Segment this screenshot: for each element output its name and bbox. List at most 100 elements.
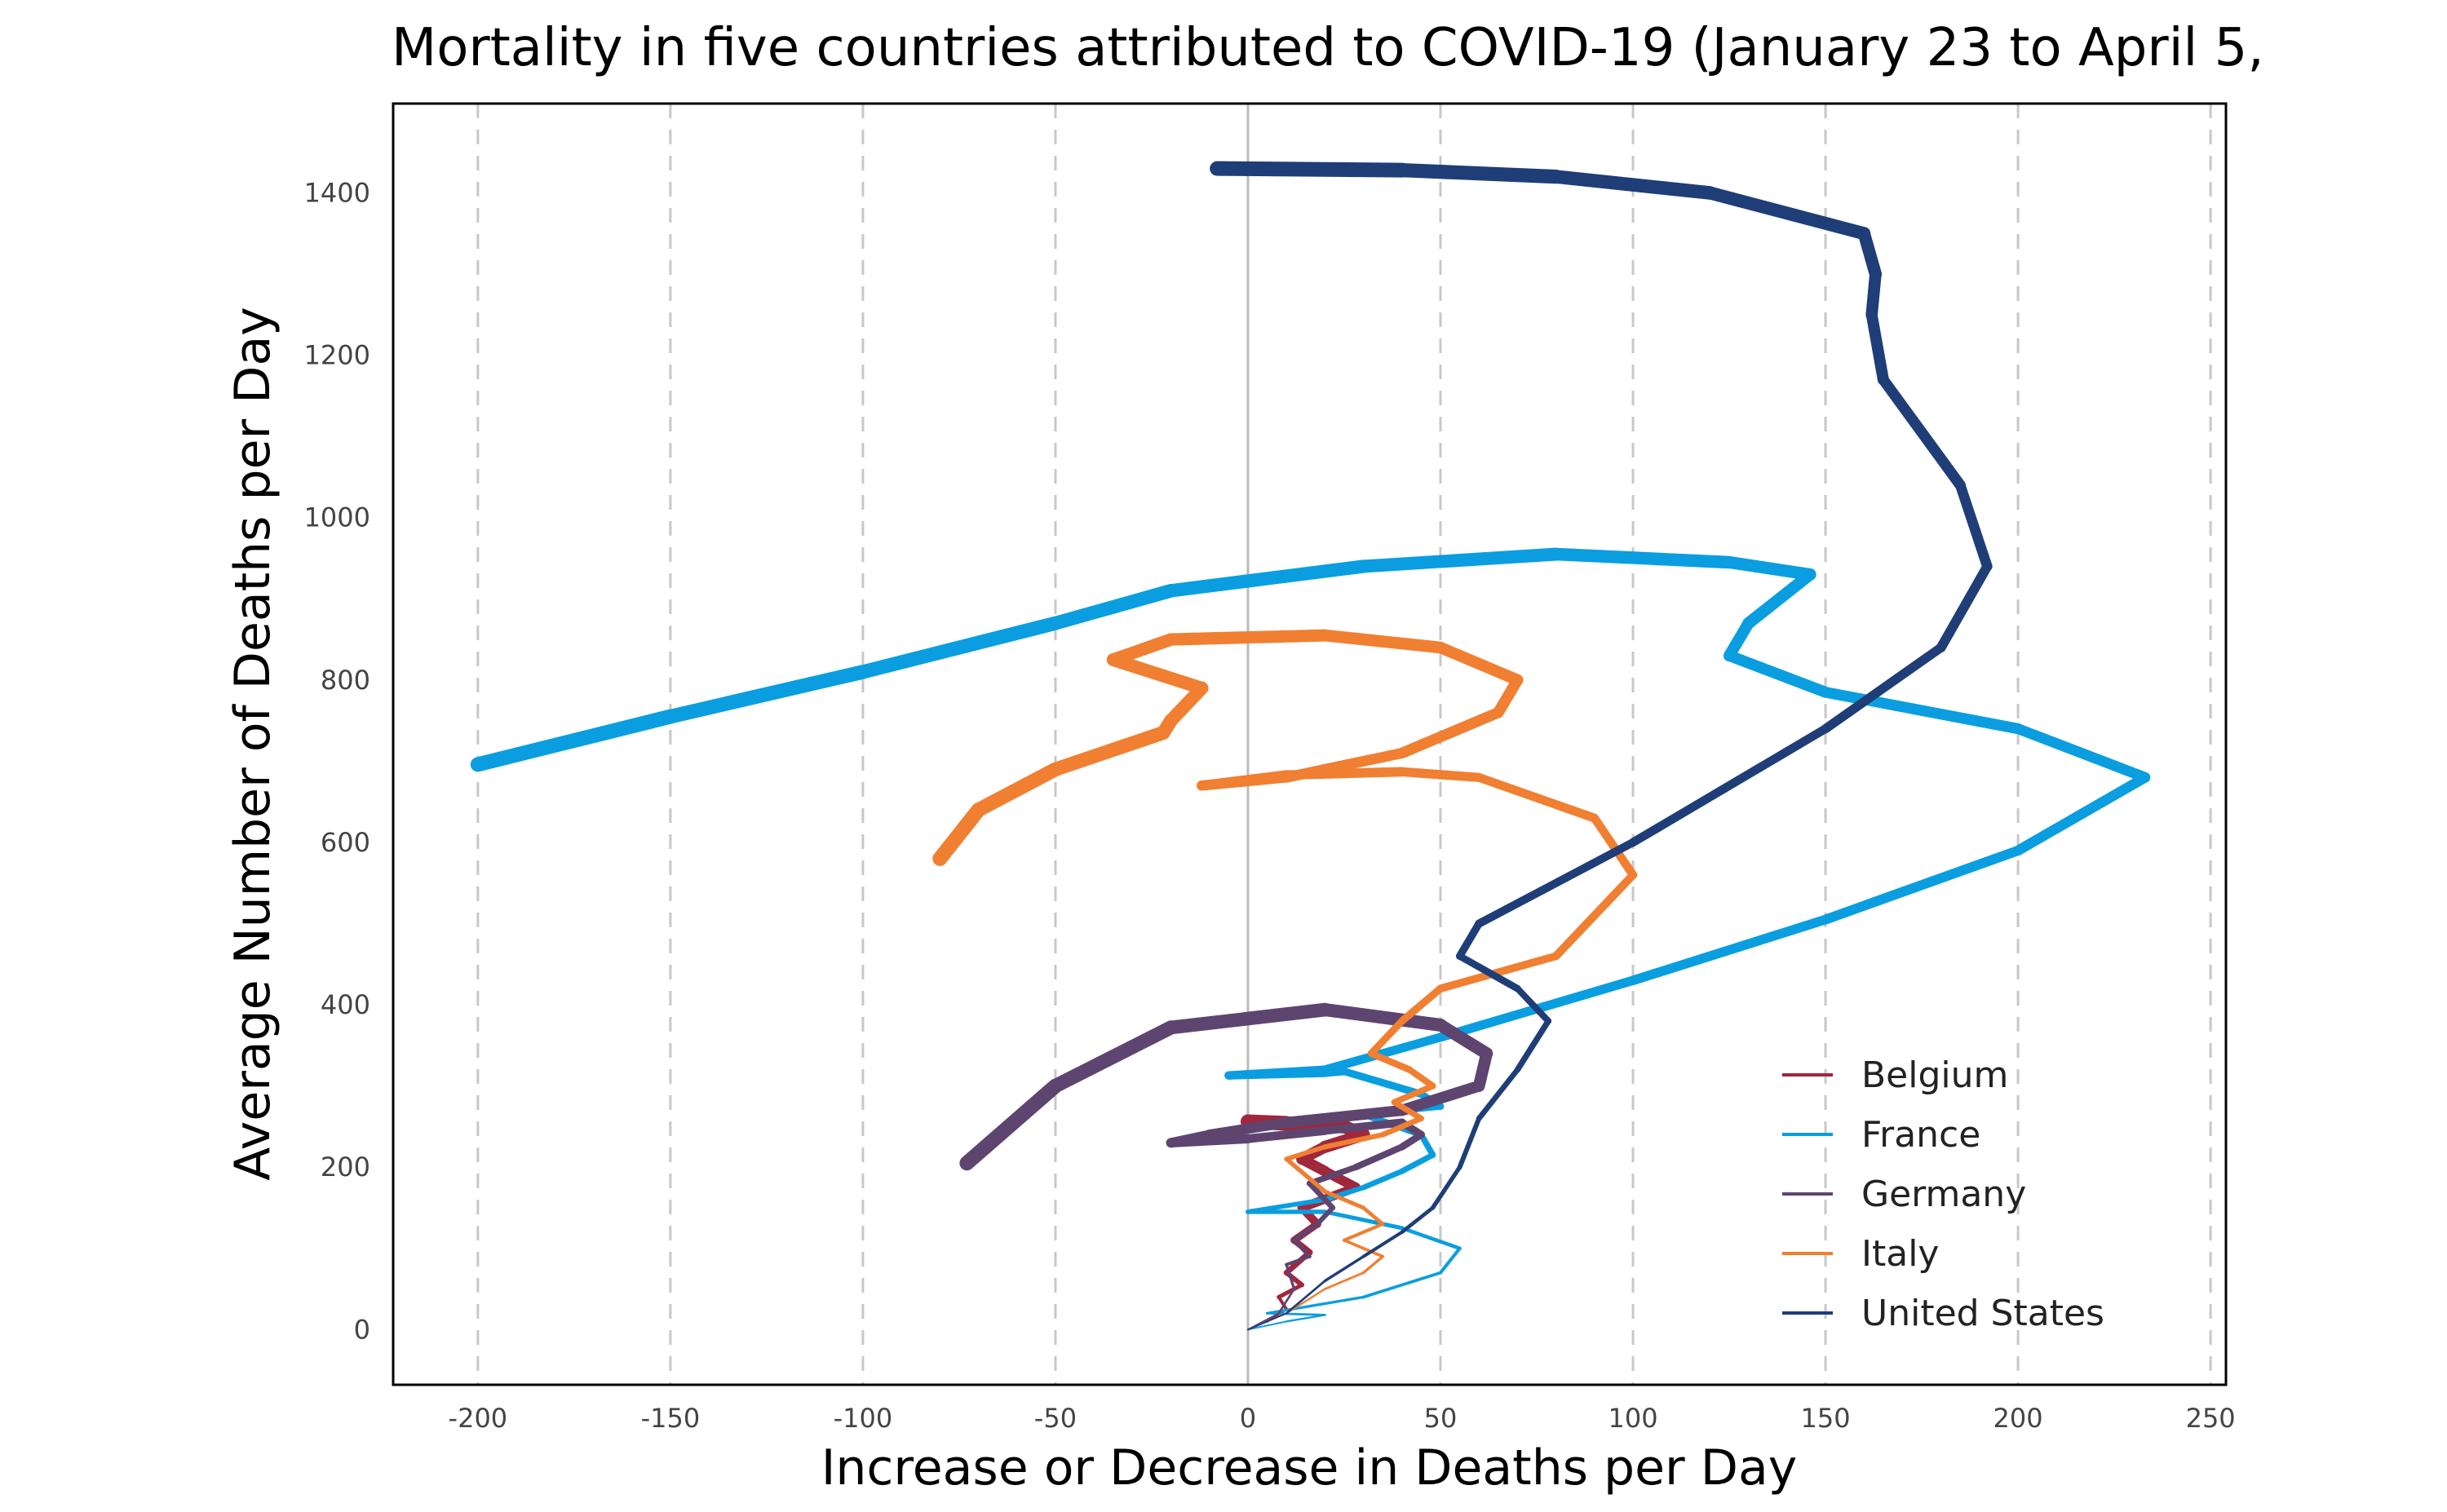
y-tick-label: 400: [321, 989, 370, 1020]
y-axis-label: Average Number of Deaths per Day: [224, 307, 281, 1180]
y-tick-label: 600: [321, 827, 370, 858]
series-segment-germany: [1352, 1143, 1405, 1171]
series-segment-france: [1723, 617, 1754, 662]
series-segment-united-states: [1361, 1230, 1404, 1258]
series-segment-germany: [1048, 1020, 1179, 1094]
series-segment-united-states: [1395, 162, 1564, 184]
series-segment-france: [1048, 583, 1178, 630]
series-segment-italy: [1434, 641, 1524, 686]
series-segment-united-states: [1455, 919, 1483, 961]
series-segment-italy: [1106, 653, 1209, 695]
series-segment-belgium: [1277, 1295, 1289, 1311]
series-segment-germany: [1307, 1180, 1336, 1211]
legend-label: United States: [1861, 1293, 2104, 1334]
series-segment-italy: [1322, 1189, 1366, 1210]
series-segment-italy: [932, 802, 986, 866]
series-segment-france: [1549, 547, 1736, 569]
series-segment-italy: [1398, 984, 1445, 1025]
series-segment-france: [1418, 1131, 1436, 1158]
plot-frame: [392, 102, 2228, 1386]
series-segment-france: [1224, 1065, 1330, 1080]
series-segment-united-states: [1514, 985, 1552, 1024]
legend-label: Germany: [1861, 1174, 2026, 1215]
series-segment-italy: [1361, 1255, 1384, 1275]
series-segment-united-states: [1865, 308, 1889, 386]
series-segment-france: [1724, 650, 1831, 698]
series-segment-italy: [1164, 681, 1209, 727]
x-tick-label: -50: [1034, 1403, 1077, 1434]
series-segment-italy: [1474, 772, 1600, 823]
series-segment-france: [1821, 845, 2024, 925]
series-segment-italy: [1551, 870, 1638, 961]
x-tick-label: 250: [2186, 1403, 2236, 1434]
series-segment-united-states: [1628, 724, 1830, 847]
series-segment-france: [1400, 1226, 1462, 1251]
series-segment-france: [1322, 1184, 1366, 1203]
series-segment-germany: [1277, 1288, 1295, 1315]
series-segment-united-states: [1514, 1018, 1551, 1073]
x-tick-label: 0: [1240, 1403, 1256, 1434]
series-segment-belgium: [1277, 1283, 1304, 1299]
series-segment-united-states: [1210, 161, 1409, 178]
series-segment-italy: [1319, 629, 1447, 654]
series-segment-france: [1246, 1197, 1328, 1214]
series-segment-france: [856, 616, 1063, 679]
x-tick-label: 150: [1801, 1403, 1851, 1434]
series-segment-united-states: [1703, 186, 1871, 241]
series-segment-italy: [1284, 1144, 1328, 1162]
legend-label: France: [1861, 1114, 1980, 1156]
series-segment-france: [1742, 568, 1816, 630]
series-segment-italy: [1391, 1099, 1424, 1121]
series-segment-france: [2012, 723, 2151, 783]
legend-label: Italy: [1861, 1233, 1939, 1275]
series-segment-united-states: [1878, 374, 1966, 491]
series-segment-germany: [1281, 1104, 1408, 1129]
series-segment-france: [1820, 687, 2024, 735]
x-tick-label: -150: [641, 1403, 701, 1434]
y-tick-label: 1200: [304, 340, 370, 371]
series-segment-germany: [1306, 1164, 1359, 1187]
series-segment-france: [1399, 1152, 1436, 1174]
y-tick-label: 800: [321, 665, 370, 696]
series-segment-italy: [1367, 1017, 1406, 1058]
series-segment-italy: [1048, 725, 1170, 776]
series-segment-germany: [1321, 1118, 1406, 1135]
x-tick-label: 200: [1993, 1403, 2043, 1434]
series-segment-united-states: [1400, 1205, 1435, 1235]
legend: Belgium France Germany Italy United States: [1782, 1054, 2104, 1334]
series-segment-germany: [1318, 1003, 1447, 1032]
series-segment-united-states: [1456, 953, 1521, 993]
series-segment-united-states: [1954, 480, 1993, 572]
series-segment-france: [1164, 559, 1370, 598]
series-segment-united-states: [1430, 1165, 1462, 1210]
series-segment-france: [1723, 555, 1816, 581]
series-segment-italy: [1367, 1050, 1414, 1073]
y-tick-label: 200: [321, 1152, 370, 1183]
y-tick-label: 1400: [304, 178, 370, 209]
series-segment-france: [1628, 914, 1830, 986]
series-segment-france: [1340, 1068, 1425, 1099]
series-segment-italy: [1323, 1271, 1365, 1290]
series-segment-germany: [1396, 1080, 1485, 1116]
series-segment-france: [1361, 1168, 1405, 1191]
series-segment-italy: [1322, 1132, 1386, 1150]
series-segment-italy: [1492, 674, 1524, 718]
chart-title: Mortality in five countries attributed t…: [392, 18, 2264, 78]
x-tick-label: -200: [449, 1403, 508, 1434]
x-tick-label: 100: [1608, 1403, 1657, 1434]
series-segment-united-states: [1865, 267, 1882, 321]
series-segment-united-states: [1936, 561, 1993, 653]
legend-label: Belgium: [1861, 1054, 2008, 1096]
x-tick-label: -100: [834, 1403, 893, 1434]
series-segment-italy: [1590, 813, 1638, 879]
x-tick-labels: -200 -150 -100 -50 0 50 100 150 200 250: [449, 1403, 2236, 1434]
series-segment-belgium: [1283, 1249, 1312, 1276]
series-segment-italy: [1165, 629, 1331, 646]
series-segment-italy: [1391, 1082, 1436, 1106]
series-segment-france: [1265, 1295, 1365, 1315]
series-segment-italy: [1197, 772, 1292, 791]
series-segment-italy: [1436, 952, 1560, 993]
grid-lines: [476, 104, 2212, 1385]
series-segment-italy: [1379, 1116, 1424, 1138]
